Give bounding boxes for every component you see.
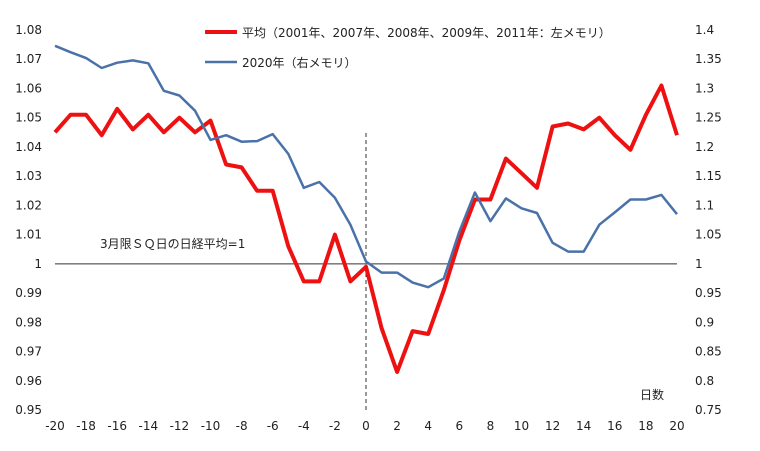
y-left-tick-label: 1.01: [15, 228, 42, 242]
y-right-tick-label: 1: [695, 257, 703, 271]
x-tick-label: 10: [514, 419, 529, 433]
y-right-tick-label: 0.95: [695, 286, 722, 300]
y-right-tick-label: 0.85: [695, 345, 722, 359]
x-tick-label: -6: [267, 419, 279, 433]
x-tick-label: -4: [298, 419, 310, 433]
y-left-tick-label: 0.97: [15, 345, 42, 359]
y-left-tick-label: 1.03: [15, 169, 42, 183]
y-right-tick-label: 1.4: [695, 23, 714, 37]
x-tick-label: -12: [170, 419, 190, 433]
y-left-tick-label: 0.95: [15, 403, 42, 417]
y-left-tick-label: 1.02: [15, 198, 42, 212]
reference-lines: [55, 133, 677, 410]
x-tick-label: 2: [393, 419, 401, 433]
legend-label-average: 平均（2001年、2007年、2008年、2009年、2011年：左メモリ）: [242, 25, 611, 40]
series-lines: [53, 44, 679, 374]
y-left-tick-label: 1.05: [15, 111, 42, 125]
y-right-tick-label: 0.9: [695, 315, 714, 329]
x-axis-label: 日数: [640, 387, 664, 402]
y-left-tick-label: 1.07: [15, 52, 42, 66]
legend: 平均（2001年、2007年、2008年、2009年、2011年：左メモリ） 2…: [205, 25, 611, 70]
x-tick-label: 14: [576, 419, 591, 433]
axis-ticks: 0.950.960.970.980.9911.011.021.031.041.0…: [15, 23, 721, 433]
y-right-tick-label: 1.25: [695, 111, 722, 125]
y-right-tick-label: 0.8: [695, 374, 714, 388]
legend-label-2020: 2020年（右メモリ）: [242, 55, 357, 70]
y-left-tick-label: 1.06: [15, 81, 42, 95]
x-tick-label: 16: [607, 419, 622, 433]
x-tick-label: 4: [424, 419, 432, 433]
y-left-tick-label: 0.99: [15, 286, 42, 300]
y-right-tick-label: 1.05: [695, 228, 722, 242]
x-tick-label: 20: [669, 419, 684, 433]
y-right-tick-label: 1.15: [695, 169, 722, 183]
x-tick-label: -8: [236, 419, 248, 433]
y-left-tick-label: 1.08: [15, 23, 42, 37]
y-left-tick-label: 0.98: [15, 315, 42, 329]
x-tick-label: -14: [138, 419, 158, 433]
x-tick-label: 0: [362, 419, 370, 433]
y-right-tick-label: 1.2: [695, 140, 714, 154]
y-left-tick-label: 1: [34, 257, 42, 271]
y-right-tick-label: 1.35: [695, 52, 722, 66]
x-tick-label: -18: [76, 419, 96, 433]
y-left-tick-label: 1.04: [15, 140, 42, 154]
y-right-tick-label: 1.1: [695, 198, 714, 212]
x-tick-label: -16: [107, 419, 127, 433]
x-tick-label: -20: [45, 419, 65, 433]
reference-annotation: 3月限ＳＱ日の日経平均=1: [100, 237, 245, 251]
y-right-tick-label: 0.75: [695, 403, 722, 417]
y-right-tick-label: 1.3: [695, 81, 714, 95]
x-tick-label: 18: [638, 419, 653, 433]
x-tick-label: 8: [487, 419, 495, 433]
x-tick-label: 12: [545, 419, 560, 433]
x-tick-label: -10: [201, 419, 221, 433]
series-line-2020: [54, 44, 678, 289]
y-left-tick-label: 0.96: [15, 374, 42, 388]
x-tick-label: -2: [329, 419, 341, 433]
series-line-average: [53, 83, 679, 374]
x-tick-label: 6: [455, 419, 463, 433]
